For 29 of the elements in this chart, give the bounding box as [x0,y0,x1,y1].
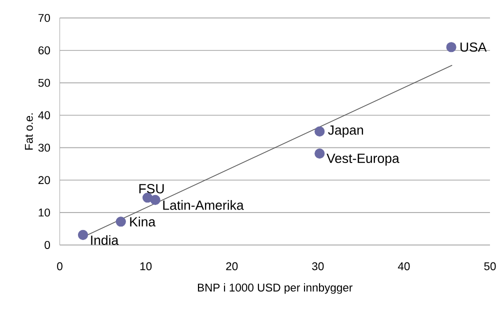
x-tick-label: 50 [484,262,496,270]
annotation: Latin-Amerika [163,200,244,210]
x-tick-label: 20 [226,262,238,270]
x-tick-label: 30 [312,262,324,270]
y-tick-label: 0 [44,241,50,250]
annotation: FSU [139,184,164,194]
annotation: USA [460,42,487,52]
annotation: Vest-Europa [326,154,400,166]
point [116,216,126,227]
y-tick-label: 20 [38,176,50,184]
y-tick-label: 40 [38,111,50,120]
point [446,42,456,52]
x-tick-label: 10 [140,262,152,270]
point [314,126,325,137]
y-tick-label: 50 [38,79,50,87]
annotation: Japan [328,126,364,138]
y-tick-label: 30 [38,144,50,152]
x-tick-label: 0 [57,262,62,270]
annotation: India [91,235,119,246]
point [78,230,88,240]
annotation: Kina [130,216,156,227]
y-axis-title: Fat o.e. [24,114,33,150]
y-tick-label: 10 [38,208,50,217]
y-tick-label: 60 [38,46,50,55]
y-tick-label: 70 [38,14,50,22]
point [150,195,160,206]
point [314,148,325,159]
x-axis-title: BNP i 1000 USD per innbygger [198,283,352,294]
x-tick-label: 40 [398,262,410,270]
